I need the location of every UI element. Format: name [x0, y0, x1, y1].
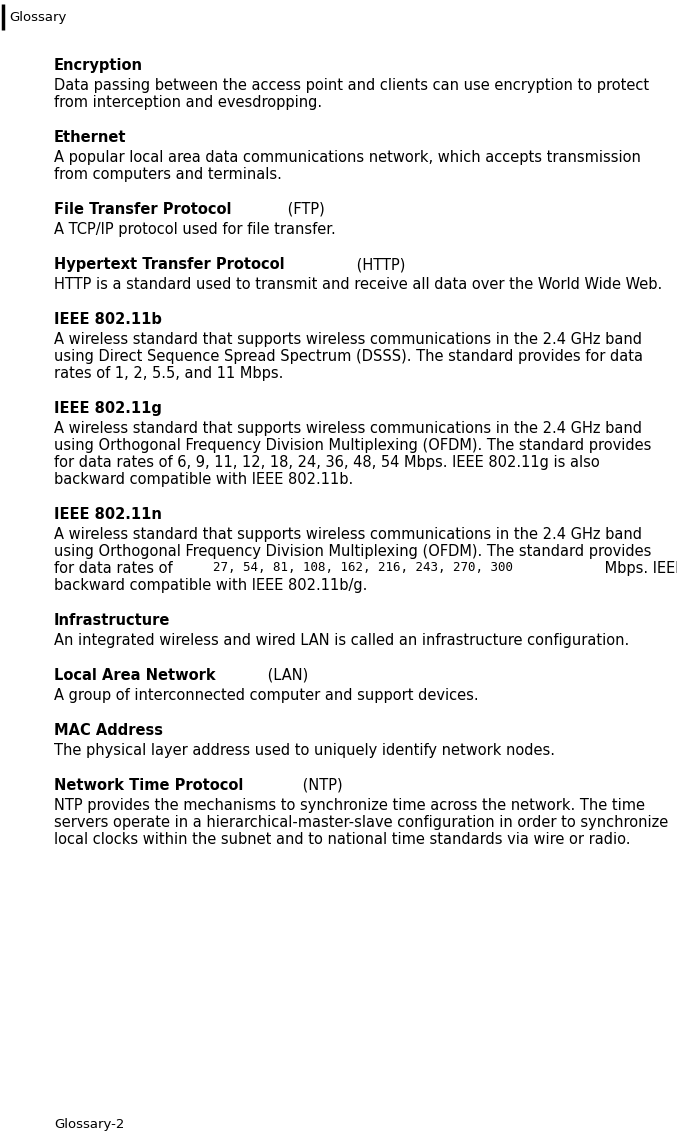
Text: for data rates of 6, 9, 11, 12, 18, 24, 36, 48, 54 Mbps. IEEE 802.11g is also: for data rates of 6, 9, 11, 12, 18, 24, …: [54, 455, 600, 470]
Text: IEEE 802.11g: IEEE 802.11g: [54, 401, 162, 415]
Text: servers operate in a hierarchical-master-slave configuration in order to synchro: servers operate in a hierarchical-master…: [54, 815, 668, 830]
Text: A popular local area data communications network, which accepts transmission: A popular local area data communications…: [54, 151, 641, 165]
Text: File Transfer Protocol: File Transfer Protocol: [54, 201, 232, 217]
Text: An integrated wireless and wired LAN is called an infrastructure configuration.: An integrated wireless and wired LAN is …: [54, 633, 629, 648]
Text: A wireless standard that supports wireless communications in the 2.4 GHz band: A wireless standard that supports wirele…: [54, 528, 642, 542]
Text: (NTP): (NTP): [299, 778, 343, 794]
Text: A wireless standard that supports wireless communications in the 2.4 GHz band: A wireless standard that supports wirele…: [54, 421, 642, 436]
Text: IEEE 802.11n: IEEE 802.11n: [54, 507, 162, 522]
Text: backward compatible with IEEE 802.11b/g.: backward compatible with IEEE 802.11b/g.: [54, 578, 368, 593]
Text: Network Time Protocol: Network Time Protocol: [54, 778, 243, 794]
Text: HTTP is a standard used to transmit and receive all data over the World Wide Web: HTTP is a standard used to transmit and …: [54, 277, 662, 292]
Text: (HTTP): (HTTP): [351, 257, 405, 272]
Text: Encryption: Encryption: [54, 58, 143, 72]
Text: Data passing between the access point and clients can use encryption to protect: Data passing between the access point an…: [54, 78, 649, 93]
Text: local clocks within the subnet and to national time standards via wire or radio.: local clocks within the subnet and to na…: [54, 832, 630, 847]
Text: (FTP): (FTP): [283, 201, 325, 217]
Text: Infrastructure: Infrastructure: [54, 614, 171, 628]
Text: Ethernet: Ethernet: [54, 130, 127, 145]
Text: using Direct Sequence Spread Spectrum (DSSS). The standard provides for data: using Direct Sequence Spread Spectrum (D…: [54, 349, 643, 365]
Text: Mbps. IEEE 802.11n is also: Mbps. IEEE 802.11n is also: [600, 561, 677, 576]
Text: for data rates of: for data rates of: [54, 561, 177, 576]
Text: Glossary: Glossary: [9, 11, 66, 25]
Text: rates of 1, 2, 5.5, and 11 Mbps.: rates of 1, 2, 5.5, and 11 Mbps.: [54, 366, 284, 381]
Text: Hypertext Transfer Protocol: Hypertext Transfer Protocol: [54, 257, 284, 272]
Text: IEEE 802.11b: IEEE 802.11b: [54, 312, 162, 327]
Text: using Orthogonal Frequency Division Multiplexing (OFDM). The standard provides: using Orthogonal Frequency Division Mult…: [54, 544, 651, 559]
Text: A TCP/IP protocol used for file transfer.: A TCP/IP protocol used for file transfer…: [54, 222, 336, 237]
Text: from computers and terminals.: from computers and terminals.: [54, 168, 282, 182]
Text: NTP provides the mechanisms to synchronize time across the network. The time: NTP provides the mechanisms to synchroni…: [54, 798, 645, 813]
Text: Glossary-2: Glossary-2: [54, 1118, 125, 1131]
Text: 27, 54, 81, 108, 162, 216, 243, 270, 300: 27, 54, 81, 108, 162, 216, 243, 270, 300: [213, 561, 513, 574]
Text: The physical layer address used to uniquely identify network nodes.: The physical layer address used to uniqu…: [54, 743, 555, 758]
Text: Local Area Network: Local Area Network: [54, 668, 216, 683]
Text: MAC Address: MAC Address: [54, 723, 163, 738]
Text: A group of interconnected computer and support devices.: A group of interconnected computer and s…: [54, 688, 479, 703]
Text: using Orthogonal Frequency Division Multiplexing (OFDM). The standard provides: using Orthogonal Frequency Division Mult…: [54, 438, 651, 453]
Text: A wireless standard that supports wireless communications in the 2.4 GHz band: A wireless standard that supports wirele…: [54, 332, 642, 348]
Text: backward compatible with IEEE 802.11b.: backward compatible with IEEE 802.11b.: [54, 472, 353, 487]
Text: (LAN): (LAN): [263, 668, 308, 683]
Text: from interception and evesdropping.: from interception and evesdropping.: [54, 95, 322, 110]
